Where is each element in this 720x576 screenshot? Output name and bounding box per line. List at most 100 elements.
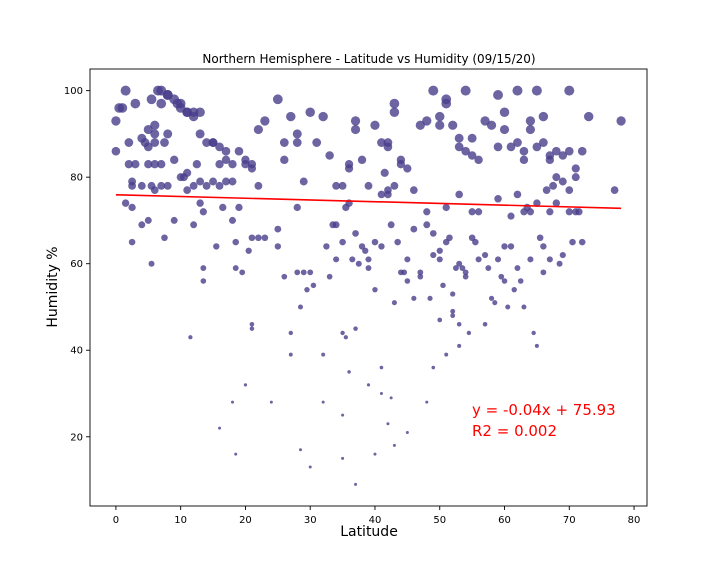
data-point: [462, 273, 469, 280]
data-point: [405, 430, 409, 434]
data-point: [527, 256, 534, 263]
data-point: [546, 256, 553, 263]
data-point: [467, 151, 477, 160]
data-point: [366, 383, 371, 387]
data-point: [505, 304, 511, 310]
data-point: [379, 365, 384, 370]
data-point: [564, 85, 575, 96]
data-point: [462, 269, 469, 276]
data-point: [370, 120, 380, 130]
x-tick-label: 60: [498, 515, 511, 526]
data-point: [362, 247, 369, 254]
y-tick-label: 20: [70, 432, 83, 443]
data-point: [571, 164, 580, 173]
data-point: [501, 243, 508, 250]
data-point: [559, 251, 566, 259]
x-tick-label: 50: [433, 515, 446, 526]
plot-frame: [89, 68, 648, 507]
data-point: [352, 230, 359, 237]
data-point: [460, 85, 471, 96]
data-point: [355, 260, 362, 267]
data-point: [189, 181, 198, 190]
data-point: [512, 85, 523, 96]
data-point: [455, 190, 463, 199]
data-point: [409, 186, 418, 194]
data-point: [517, 278, 524, 284]
data-point: [371, 238, 379, 246]
data-point: [150, 138, 160, 147]
data-point: [442, 203, 450, 212]
data-point: [195, 107, 205, 118]
data-point: [222, 177, 230, 186]
data-point: [456, 321, 462, 327]
data-point: [215, 160, 224, 169]
data-point: [326, 273, 333, 280]
data-point: [383, 142, 393, 152]
data-point: [450, 308, 456, 314]
data-point: [394, 238, 401, 246]
data-point: [288, 352, 293, 357]
x-tick-label: 40: [369, 515, 382, 526]
r-squared-label: R2 = 0.002: [472, 422, 557, 440]
data-point: [423, 208, 431, 216]
data-point: [610, 186, 619, 194]
data-point: [294, 269, 301, 276]
data-point: [545, 155, 555, 165]
data-point: [507, 243, 515, 250]
data-point: [578, 238, 586, 246]
data-point: [507, 212, 515, 220]
x-tick-label: 20: [239, 515, 252, 526]
data-point: [131, 160, 140, 169]
data-point: [120, 85, 131, 96]
data-point: [230, 400, 234, 404]
data-point: [160, 138, 169, 147]
data-point: [450, 313, 456, 319]
data-point: [435, 120, 445, 130]
data-point: [441, 98, 452, 109]
data-point: [493, 142, 503, 152]
data-point: [261, 234, 269, 242]
data-point: [350, 116, 361, 126]
data-point: [219, 203, 227, 212]
data-point: [552, 199, 561, 207]
data-point: [488, 295, 495, 301]
data-point: [499, 107, 510, 118]
data-point: [124, 160, 134, 169]
data-point: [349, 256, 356, 263]
data-point: [157, 181, 166, 190]
data-point: [308, 465, 312, 469]
data-point: [280, 155, 289, 165]
data-point: [429, 230, 437, 237]
data-point: [157, 160, 166, 169]
data-point: [425, 400, 429, 404]
data-point: [494, 256, 502, 263]
data-point: [513, 138, 522, 147]
data-point: [461, 146, 470, 156]
data-point: [195, 129, 205, 139]
data-point: [235, 203, 243, 212]
data-point: [111, 116, 121, 126]
data-point: [318, 111, 328, 122]
data-point: [552, 146, 561, 156]
data-point: [584, 111, 594, 122]
data-point: [536, 234, 544, 242]
data-point: [511, 286, 517, 293]
data-point: [392, 443, 396, 447]
data-point: [150, 129, 160, 139]
data-point: [396, 160, 406, 169]
data-point: [454, 142, 464, 152]
data-point: [199, 208, 207, 216]
data-point: [297, 304, 303, 310]
x-tick-label: 0: [113, 515, 119, 526]
data-point: [150, 160, 159, 169]
data-point: [305, 107, 315, 118]
data-point: [183, 186, 192, 194]
data-point: [450, 291, 456, 297]
data-point: [121, 199, 130, 207]
data-point: [215, 142, 224, 152]
data-point: [279, 138, 289, 147]
data-point: [565, 208, 573, 216]
data-point: [481, 251, 489, 259]
data-point: [138, 221, 146, 229]
data-point: [353, 326, 358, 331]
